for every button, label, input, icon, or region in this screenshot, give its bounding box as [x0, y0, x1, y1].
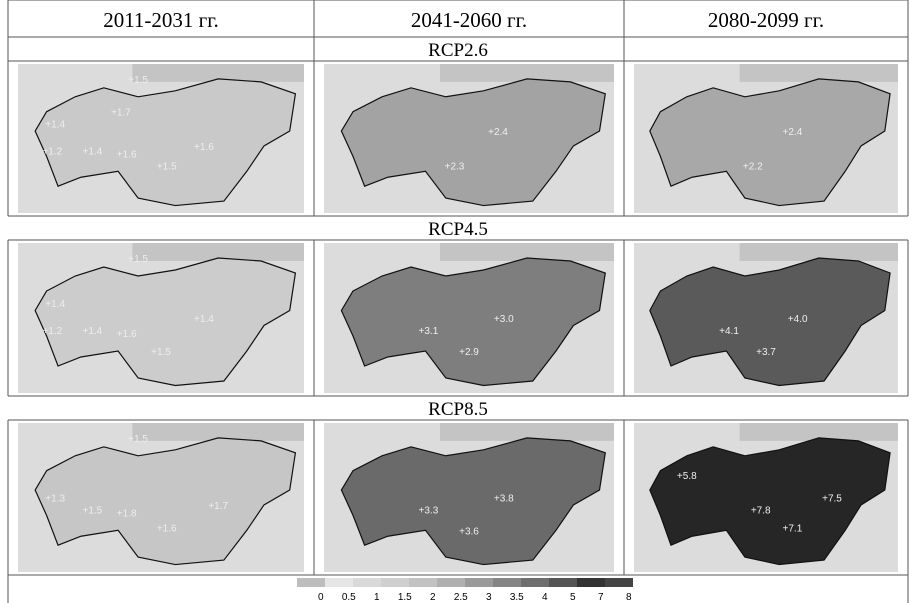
- legend-label: 0: [318, 592, 324, 603]
- legend-label: 7: [598, 592, 604, 603]
- map-value-label: +1.5: [128, 434, 148, 445]
- legend-label: 2: [430, 592, 436, 603]
- map-value-label: +3.8: [494, 494, 514, 505]
- map-value-label: +7.8: [751, 505, 771, 516]
- map: +4.1 +4.0 +3.7: [634, 243, 898, 393]
- map-value-label: +1.7: [208, 501, 228, 512]
- map-value-label: +7.1: [783, 523, 803, 534]
- page: {"header": ["2011-2031 гг.", "2041-2060 …: [0, 0, 916, 603]
- legend-label: 3.5: [510, 592, 524, 603]
- legend-swatch: [381, 578, 409, 587]
- legend-swatch: [409, 578, 437, 587]
- legend-label: 3: [486, 592, 492, 603]
- map-value-label: +1.4: [82, 146, 102, 157]
- legend-label: 2.5: [454, 592, 468, 603]
- map-value-label: +2.3: [445, 161, 465, 172]
- map-value-label: +1.4: [194, 314, 214, 325]
- map: +5.8 +7.8 +7.1 +7.5: [634, 423, 898, 572]
- legend-swatch: [325, 578, 353, 587]
- map-value-label: +1.6: [117, 149, 137, 160]
- map-value-label: +1.6: [194, 142, 214, 153]
- column-header: 2011-2031 гг.: [103, 8, 219, 32]
- legend-label: 1: [374, 592, 380, 603]
- map-value-label: +1.2: [42, 146, 62, 157]
- map-value-label: +4.1: [719, 326, 739, 337]
- map: +3.1 +3.0 +2.9: [324, 243, 614, 393]
- map-value-label: +2.2: [743, 161, 763, 172]
- map-value-label: +1.5: [157, 161, 177, 172]
- map-value-label: +3.1: [419, 326, 439, 337]
- scenario-label: RCP2.6: [428, 40, 488, 61]
- map-value-label: +1.5: [82, 505, 102, 516]
- map: +1.5 +1.7 +1.4 +1.2 +1.4 +1.6 +1.5 +1.6: [18, 64, 304, 213]
- legend-swatch: [605, 578, 633, 587]
- map-value-label: +1.5: [151, 347, 171, 358]
- map: +2.4 +2.2: [634, 64, 898, 213]
- map-value-label: +2.4: [488, 127, 508, 138]
- figure: 2011-2031 гг. 2041-2060 гг. 2080-2099 гг. R…: [0, 0, 916, 603]
- map-value-label: +2.4: [783, 127, 803, 138]
- legend-swatch: [493, 578, 521, 587]
- map: +3.3 +3.8 +3.6: [324, 423, 614, 572]
- map-value-label: +1.4: [45, 120, 65, 131]
- map: +1.5 +1.4 +1.2 +1.4 +1.6 +1.5 +1.4: [18, 243, 304, 393]
- column-header: 2080-2099 гг.: [708, 8, 824, 32]
- map-value-label: +1.4: [82, 326, 102, 337]
- map-value-label: +3.0: [494, 314, 514, 325]
- scenario-label: RCP4.5: [428, 219, 488, 240]
- map-value-label: +1.6: [117, 329, 137, 340]
- map-value-label: +3.7: [756, 347, 776, 358]
- map-value-label: +5.8: [677, 471, 697, 482]
- legend-label: 1.5: [398, 592, 412, 603]
- legend-label: 8: [626, 592, 632, 603]
- legend-swatch: [577, 578, 605, 587]
- map-value-label: +1.5: [128, 254, 148, 265]
- map-value-label: +7.5: [822, 494, 842, 505]
- map-value-label: +3.6: [459, 526, 479, 537]
- map: +1.5 +1.3 +1.5 +1.8 +1.6 +1.7: [18, 423, 304, 572]
- map-value-label: +4.0: [788, 314, 808, 325]
- legend-swatch: [549, 578, 577, 587]
- legend-swatch: [521, 578, 549, 587]
- map-value-label: +1.6: [157, 523, 177, 534]
- map-value-label: +1.2: [42, 326, 62, 337]
- map-value-label: +1.7: [111, 108, 131, 119]
- legend-swatch: [297, 578, 325, 587]
- legend-swatch: [437, 578, 465, 587]
- map-value-label: +3.3: [419, 505, 439, 516]
- map-value-label: +1.8: [117, 508, 137, 519]
- legend-label: 4: [542, 592, 548, 603]
- map-value-label: +1.5: [128, 75, 148, 86]
- legend-swatch: [353, 578, 381, 587]
- map-value-label: +2.9: [459, 347, 479, 358]
- legend-swatch: [465, 578, 493, 587]
- legend-label: 5: [570, 592, 576, 603]
- map-value-label: +1.4: [45, 299, 65, 310]
- scenario-label: RCP8.5: [428, 399, 488, 420]
- map: +2.4 +2.3: [324, 64, 614, 213]
- map-value-label: +1.3: [45, 494, 65, 505]
- column-header: 2041-2060 гг.: [411, 8, 527, 32]
- legend-label: 0.5: [342, 592, 356, 603]
